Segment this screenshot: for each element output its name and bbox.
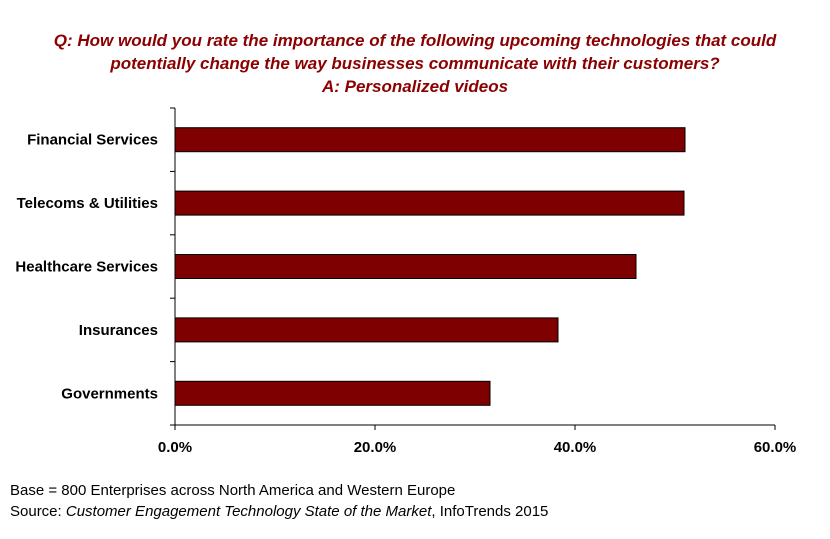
bar	[174, 190, 685, 216]
category-label: Telecoms & Utilities	[17, 195, 158, 212]
chart-title-line-1: Q: How would you rate the importance of …	[54, 31, 777, 50]
category-label: Healthcare Services	[15, 259, 158, 276]
category-label: Financial Services	[27, 132, 158, 149]
x-tick-label: 60.0%	[754, 439, 797, 456]
plot-area: Financial Services Telecoms & Utilities He…	[15, 107, 797, 456]
bar	[174, 254, 637, 279]
bar	[174, 127, 686, 153]
source-suffix: , InfoTrends 2015	[431, 503, 549, 520]
chart-title-line-2: potentially change the way businesses co…	[109, 54, 720, 73]
bar	[174, 317, 559, 343]
source-prefix: Source:	[10, 503, 66, 520]
x-tick-label: 40.0%	[554, 439, 597, 456]
base-footnote: Base = 800 Enterprises across North Amer…	[10, 482, 456, 499]
source-footnote: Source: Customer Engagement Technology S…	[10, 503, 548, 520]
x-tick-label: 20.0%	[354, 439, 397, 456]
source-title: Customer Engagement Technology State of …	[65, 503, 432, 520]
chart-title: Q: How would you rate the importance of …	[54, 31, 777, 96]
chart-title-line-3: A: Personalized videos	[321, 77, 508, 96]
category-label: Governments	[61, 385, 158, 402]
category-label: Insurances	[79, 322, 158, 339]
bar	[174, 380, 491, 406]
x-tick-label: 0.0%	[158, 439, 192, 456]
